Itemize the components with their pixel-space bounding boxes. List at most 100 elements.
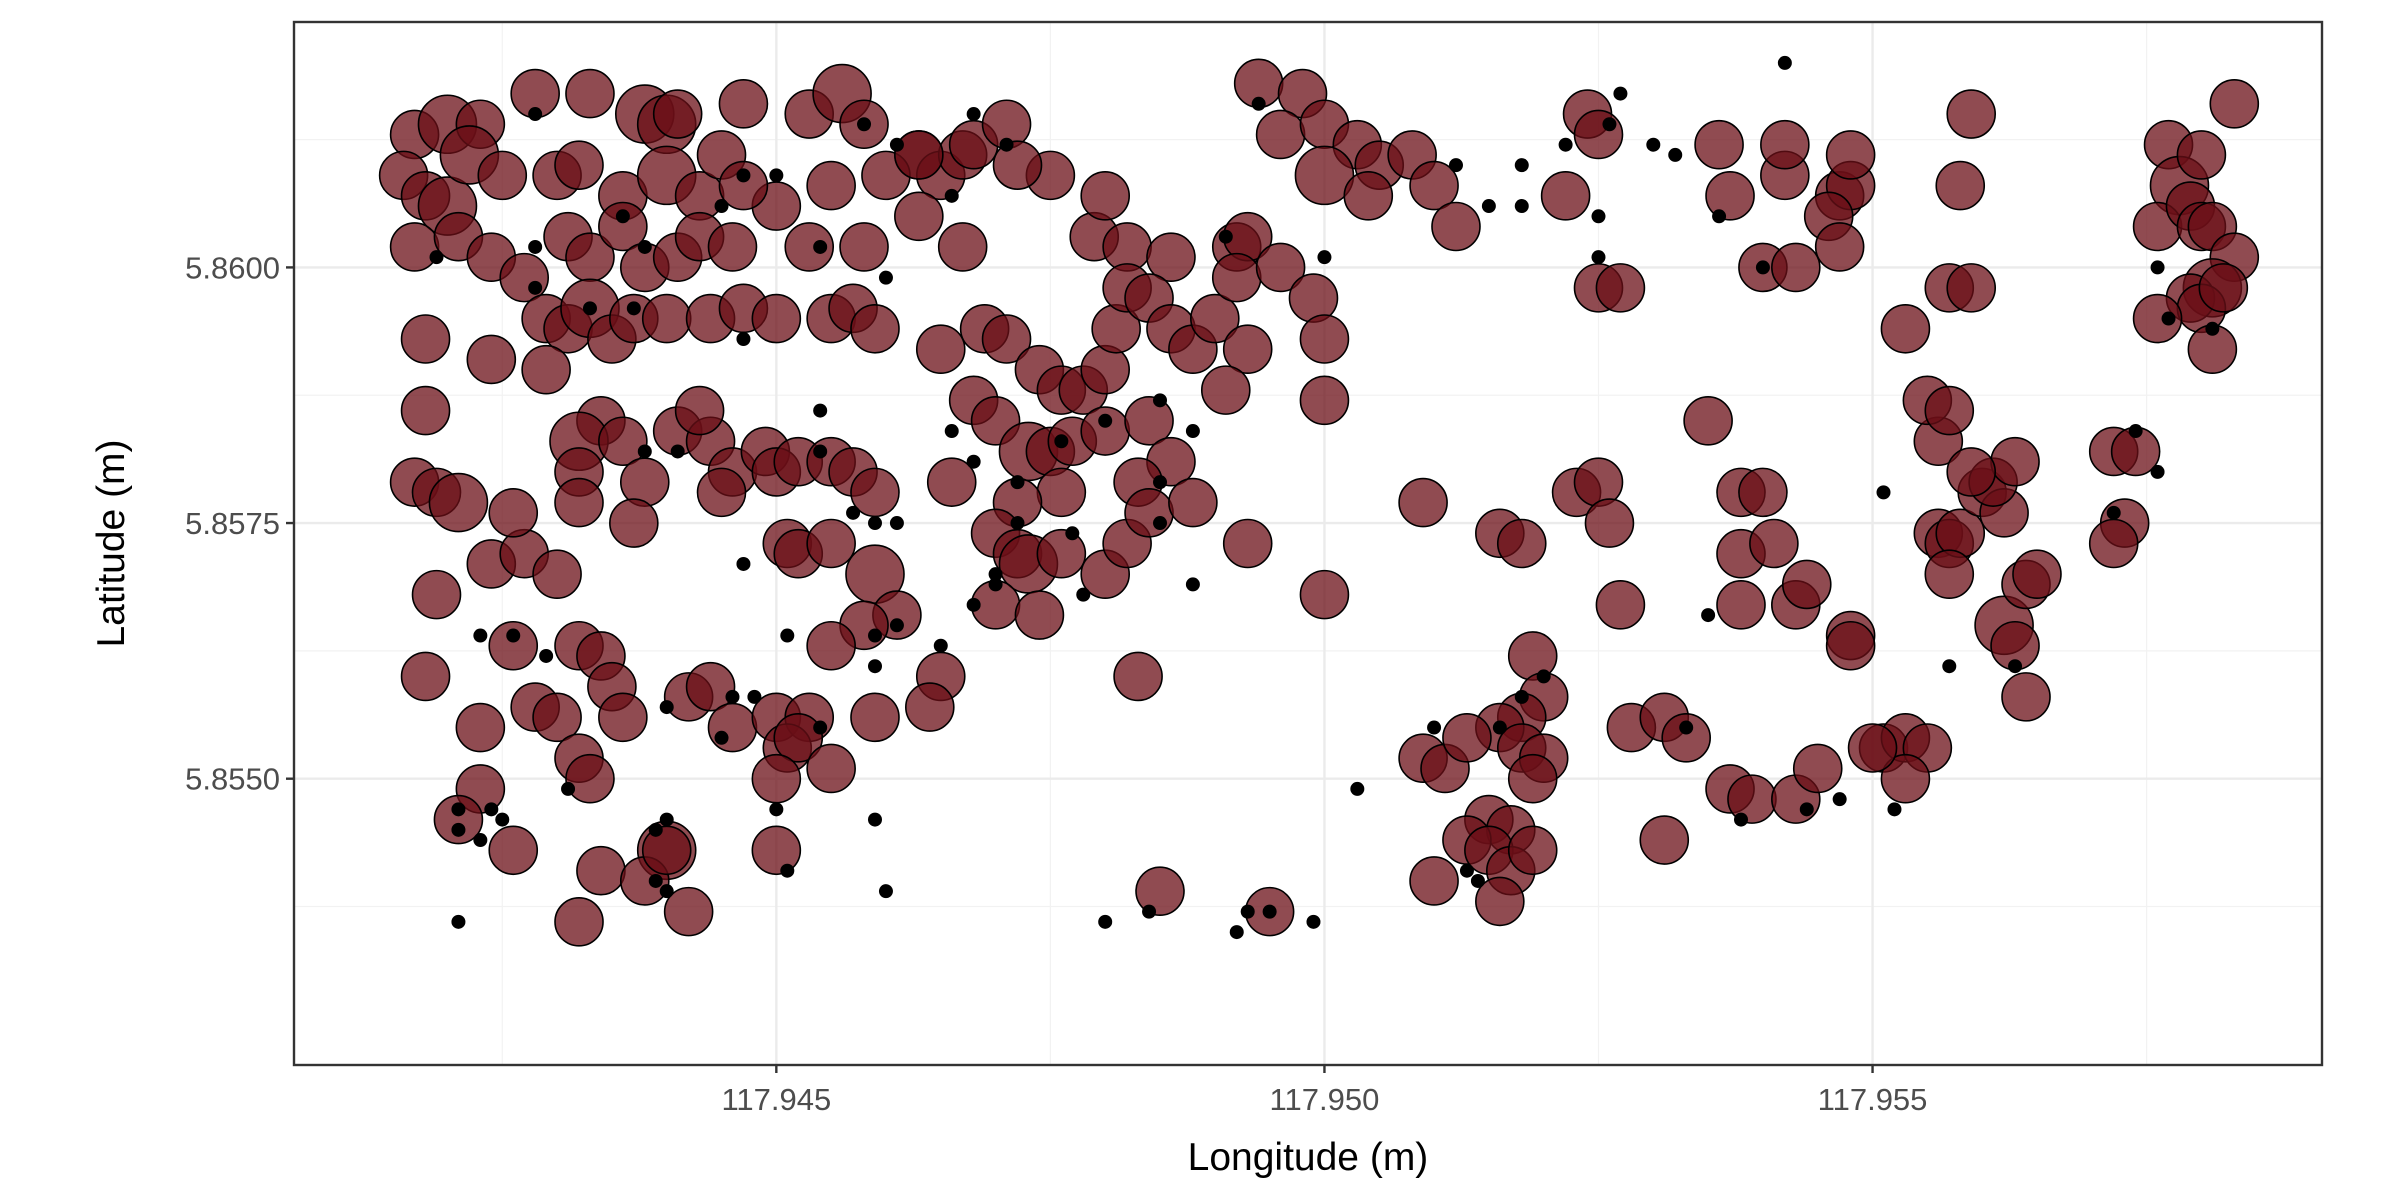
data-bubble — [532, 692, 582, 743]
data-point — [670, 444, 685, 459]
data-bubble — [1924, 549, 1975, 599]
data-point — [1229, 925, 1244, 940]
data-point — [528, 107, 543, 122]
data-bubble — [751, 293, 802, 344]
data-point — [966, 107, 981, 122]
data-bubble — [784, 222, 835, 272]
axis-tick-labels: 117.945 117.950 117.955 5.8550 5.8575 5.8600 — [185, 250, 1927, 1117]
data-point — [1755, 260, 1770, 275]
data-point — [1558, 137, 1573, 152]
x-tick-label: 117.945 — [721, 1082, 831, 1117]
data-bubble — [565, 753, 615, 804]
data-bubble — [433, 794, 484, 845]
data-point — [857, 117, 872, 132]
data-bubble — [707, 222, 758, 272]
data-point — [1427, 720, 1442, 735]
data-bubble — [1299, 375, 1350, 426]
data-point — [1185, 577, 1200, 592]
data-bubble — [1222, 518, 1273, 569]
data-point — [659, 884, 674, 899]
data-bubble — [400, 314, 451, 364]
data-bubble — [2209, 79, 2260, 129]
y-axis-title: Latitude (m) — [90, 439, 133, 647]
data-bubble — [1255, 109, 1306, 160]
data-point — [659, 700, 674, 715]
data-point — [878, 270, 893, 285]
data-point — [1306, 914, 1321, 929]
data-bubble — [554, 140, 604, 190]
data-bubble — [400, 651, 451, 702]
data-point — [1098, 413, 1113, 428]
x-tick-label: 117.950 — [1270, 1082, 1380, 1117]
data-point — [769, 802, 784, 817]
data-bubble — [1135, 866, 1185, 916]
data-bubble — [1409, 856, 1459, 906]
data-point — [725, 689, 740, 704]
data-point — [1470, 873, 1485, 888]
data-point — [988, 577, 1003, 592]
data-bubble — [1507, 825, 1558, 876]
data-bubble — [773, 712, 824, 763]
data-point — [1679, 720, 1694, 735]
data-point — [451, 822, 466, 837]
data-bubble — [1573, 109, 1624, 160]
data-bubble — [1299, 569, 1350, 620]
data-point — [1153, 393, 1168, 408]
data-bubble — [806, 518, 856, 569]
data-bubble — [554, 477, 604, 528]
data-point — [539, 648, 554, 663]
data-point — [1712, 209, 1727, 224]
data-point — [867, 812, 882, 827]
data-bubble — [1496, 518, 1547, 569]
data-bubble — [806, 743, 856, 794]
data-bubble — [652, 89, 703, 139]
data-point — [495, 812, 510, 827]
data-bubble — [674, 385, 725, 436]
data-bubble — [1946, 263, 1997, 313]
y-tick-label: 5.8550 — [185, 762, 280, 797]
data-point — [1153, 475, 1168, 490]
data-point — [1076, 587, 1091, 602]
data-point — [966, 597, 981, 612]
data-bubble — [488, 488, 539, 538]
data-bubble — [1343, 171, 1394, 221]
data-point — [1240, 904, 1255, 919]
data-bubble — [1200, 365, 1251, 415]
data-bubble — [751, 753, 802, 804]
data-bubble — [1113, 651, 1163, 702]
data-bubble — [532, 549, 582, 599]
data-bubble — [1124, 395, 1174, 446]
data-bubble — [1935, 160, 1986, 211]
data-bubble — [598, 692, 648, 743]
data-point — [714, 199, 729, 214]
data-bubble — [1683, 395, 1733, 446]
data-bubble — [1639, 815, 1690, 865]
data-bubble — [1705, 171, 1755, 221]
data-bubble — [1760, 119, 1810, 170]
data-bubble — [1409, 160, 1459, 211]
data-point — [1887, 802, 1902, 817]
data-bubble — [598, 201, 648, 252]
data-bubble — [718, 160, 769, 211]
data-point — [813, 444, 828, 459]
data-bubble — [1168, 477, 1218, 528]
data-point — [626, 301, 641, 316]
data-point — [1668, 147, 1683, 162]
data-bubble — [1781, 559, 1832, 610]
data-point — [473, 833, 488, 848]
data-point — [637, 444, 652, 459]
data-bubble — [718, 79, 769, 129]
data-point — [1832, 792, 1847, 807]
data-point — [1218, 229, 1233, 244]
data-bubble — [565, 68, 615, 119]
data-point — [1098, 914, 1113, 929]
data-point — [944, 188, 959, 203]
data-bubble — [488, 825, 539, 876]
data-bubble — [1716, 580, 1766, 630]
data-bubble — [1825, 130, 1876, 180]
data-point — [736, 168, 751, 183]
data-bubble — [477, 150, 528, 201]
data-bubble — [1442, 712, 1492, 763]
data-point — [528, 239, 543, 254]
